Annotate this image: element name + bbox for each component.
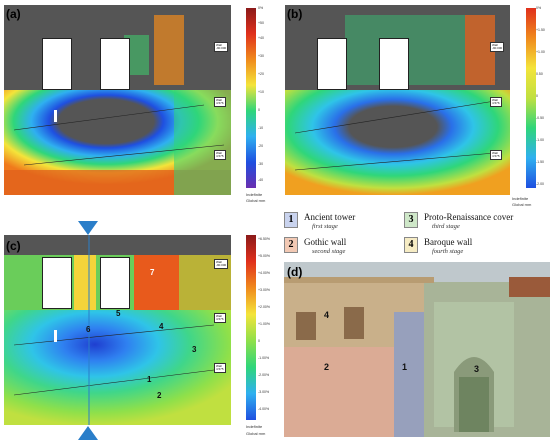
window-right (379, 38, 409, 90)
legend-title-2: Gothic wall (304, 237, 347, 247)
deviation-map-b: (b) Wall -90.000 Wall 4.576 Wall 4.575 (285, 5, 510, 195)
marker-6: 6 (86, 325, 91, 334)
info-box: Wall 4.576 (214, 97, 226, 108)
color-scale-a (246, 8, 256, 188)
deviation-heatmap-b (285, 5, 510, 195)
scale-ticks-c: +6.50% +5.00% +4.00% +3.00% +2.00% +1.00… (258, 237, 270, 411)
marker-1: 1 (147, 375, 152, 384)
color-scale-b (526, 8, 536, 188)
window-left (42, 38, 72, 90)
marker-7: 7 (150, 268, 155, 277)
info-box: Wall 4.576 (490, 97, 502, 108)
marker-4: 4 (159, 322, 164, 331)
blue-arrow-bottom (78, 426, 98, 440)
scale-footer-b-top: Indefinite (512, 196, 529, 201)
stage-legend: 1 Ancient tower first stage 3 Proto-Rena… (284, 212, 550, 260)
legend-num-1: 1 (284, 212, 298, 228)
deviation-map-c: (c) 7 5 6 4 3 1 2 Wall -90.000 Wall 4.576 … (4, 235, 231, 425)
panel-label-b: (b) (287, 7, 303, 21)
legend-num-4: 4 (404, 237, 418, 253)
photo-marker-1: 1 (402, 362, 408, 372)
photo-marker-3: 3 (474, 364, 480, 374)
legend-sub-4: fourth stage (432, 248, 464, 255)
info-box: Wall 4.576 (214, 313, 226, 324)
legend-title-3: Proto-Renaissance cover (424, 212, 514, 222)
info-box: Wall -90.000 (490, 42, 505, 53)
legend-title-4: Baroque wall (424, 237, 473, 247)
window-right (100, 257, 130, 309)
legend-sub-3: third stage (432, 223, 460, 230)
marker-5: 5 (116, 309, 121, 318)
legend-sub-2: second stage (312, 248, 346, 255)
legend-title-1: Ancient tower (304, 212, 356, 222)
scale-footer-a-top: Indefinite (246, 192, 263, 197)
marker-3: 3 (192, 345, 197, 354)
deviation-map-a: (a) Wall -90.000 Wall 4.576 Wall 4.575 (4, 5, 231, 195)
scale-footer-c-top: Indefinite (246, 424, 263, 429)
color-scale-c (246, 235, 256, 420)
info-box: Wall 4.575 (214, 150, 226, 161)
window-left (317, 38, 347, 90)
photo-marker-4: 4 (324, 310, 330, 320)
scale-ticks-b: 0% +1.50 +1.00 0.50 0 -0.50 -1.00 -1.50 … (536, 6, 545, 186)
window-left (42, 257, 72, 309)
panel-label-a: (a) (6, 7, 21, 21)
photo-marker-2: 2 (324, 362, 330, 372)
legend-num-2: 2 (284, 237, 298, 253)
legend-sub-1: first stage (312, 223, 338, 230)
facade-photo: (d) 4 2 1 3 (284, 262, 550, 437)
info-box: Wall 4.575 (214, 363, 226, 374)
facade-illustration (284, 262, 550, 437)
panel-label-c: (c) (6, 239, 21, 253)
scale-footer-a-bottom: Global mm (246, 198, 266, 203)
legend-num-3: 3 (404, 212, 418, 228)
scale-footer-b-bottom: Global mm (512, 202, 532, 207)
deviation-heatmap-a (4, 5, 231, 195)
window-right (100, 38, 130, 90)
panel-label-d: (d) (287, 265, 303, 279)
info-box: Wall 4.575 (490, 150, 502, 161)
info-box: Wall -90.000 (214, 42, 229, 53)
blue-arrow-top (78, 221, 98, 235)
marker-2: 2 (157, 391, 162, 400)
info-box: Wall -90.000 (214, 259, 229, 270)
scale-footer-c-bottom: Global mm (246, 431, 266, 436)
scale-ticks-a: 0% +50 +40 +30 +20 +10 0 -10 -20 -30 -40 (258, 6, 264, 182)
